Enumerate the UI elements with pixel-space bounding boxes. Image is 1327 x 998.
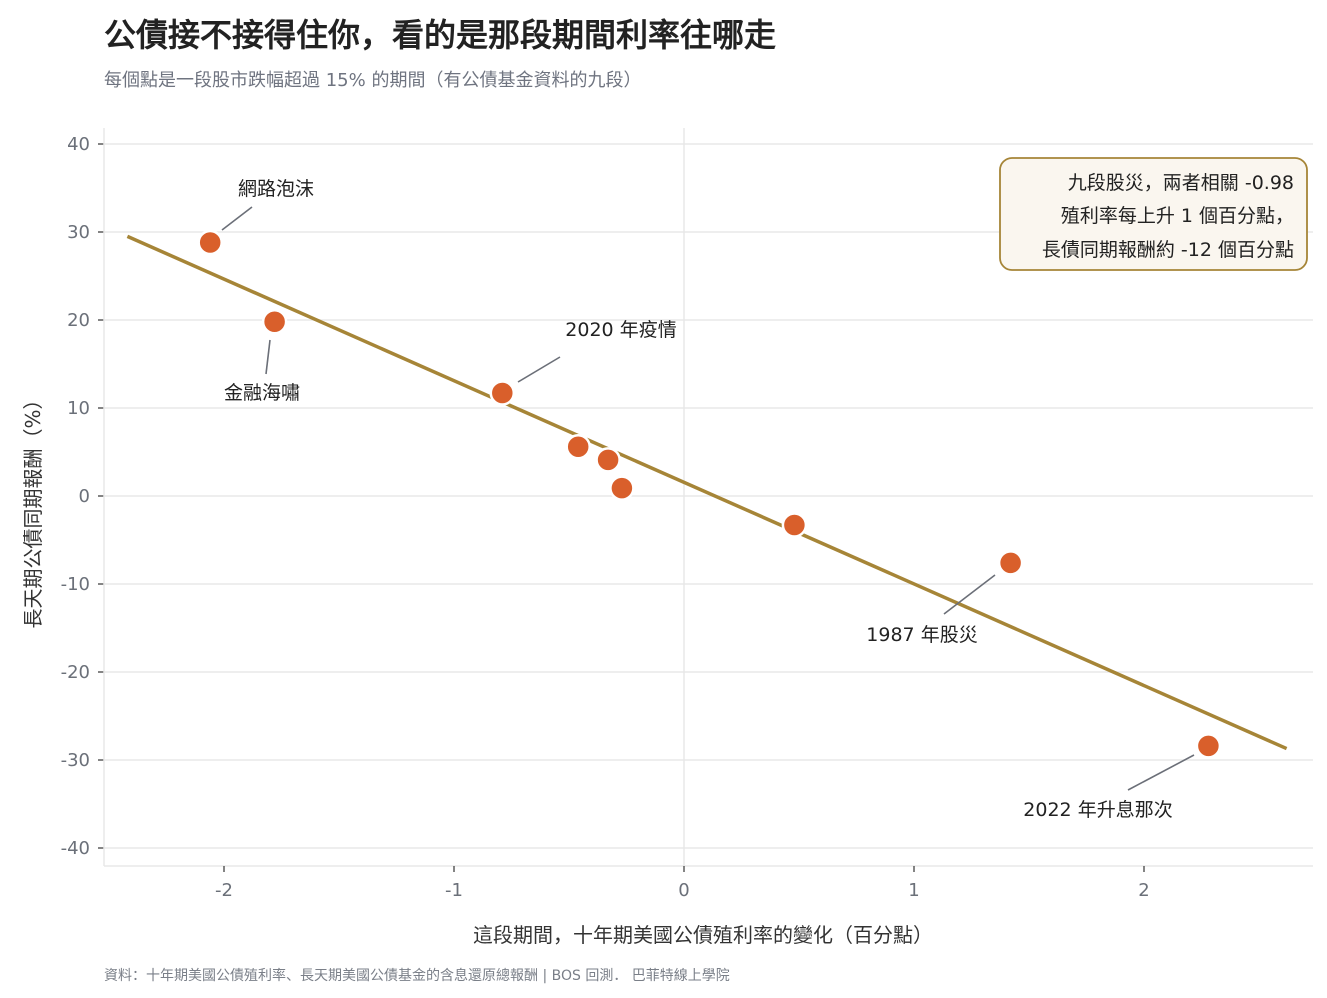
annotation-line: 長債同期報酬約 -12 個百分點: [1042, 239, 1294, 261]
point-label: 2022 年升息那次: [1023, 799, 1172, 821]
annotation-line: 九段股災，兩者相關 -0.98: [1068, 172, 1294, 194]
point-label: 網路泡沫: [238, 178, 314, 200]
source-note: 資料：十年期美國公債殖利率、長天期美國公債基金的含息還原總報酬 | BOS 回測…: [104, 968, 730, 984]
point-label: 金融海嘯: [224, 382, 300, 404]
y-tick-label: -10: [61, 574, 90, 595]
y-tick-label: 20: [67, 310, 90, 331]
y-tick-label: 10: [67, 398, 90, 419]
data-point: [781, 512, 808, 538]
x-tick-label: -2: [215, 880, 233, 901]
leader-line: [517, 356, 561, 383]
trendline-layer: [126, 234, 1288, 751]
y-axis-title: 長天期公債同期報酬（%）: [21, 389, 45, 628]
data-point: [489, 380, 516, 406]
leader-line: [265, 339, 271, 375]
chart-subtitle: 每個點是一段股市跌幅超過 15% 的期間（有公債基金資料的九段）: [104, 70, 642, 91]
annotation-box-frame: [999, 157, 1308, 271]
data-point: [609, 475, 635, 501]
y-tick-label: 0: [79, 486, 90, 507]
leader-line: [943, 574, 996, 615]
leader-line: [221, 206, 253, 231]
grid-layer: [104, 128, 1313, 866]
data-point: [261, 309, 288, 335]
leader-line: [1127, 754, 1195, 791]
y-tick-label: -40: [61, 838, 90, 859]
leader-lines: [221, 206, 1195, 791]
point-label: 2020 年疫情: [565, 319, 676, 341]
x-axis-title: 這段期間，十年期美國公債殖利率的變化（百分點）: [473, 923, 933, 947]
y-tick-label: 30: [67, 222, 90, 243]
trendline: [126, 234, 1288, 751]
point-label: 1987 年股災: [866, 624, 977, 646]
chart-title: 公債接不接得住你，看的是那段期間利率往哪走: [104, 16, 777, 54]
points-layer: [197, 229, 1222, 759]
y-tick-label: -30: [61, 750, 90, 771]
x-tick-label: 1: [908, 880, 919, 901]
x-tick-label: 0: [678, 880, 689, 901]
data-point: [595, 447, 621, 473]
data-point: [197, 229, 223, 256]
data-point: [997, 550, 1024, 576]
x-tick-label: -1: [445, 880, 463, 901]
annotation-box: 九段股災，兩者相關 -0.98 殖利率每上升 1 個百分點， 長債同期報酬約 -12…: [999, 157, 1308, 271]
y-tick-label: -20: [61, 662, 90, 683]
data-point: [1195, 733, 1222, 759]
annotation-line: 殖利率每上升 1 個百分點，: [1061, 205, 1294, 227]
data-point: [565, 433, 591, 460]
x-tick-label: 2: [1138, 880, 1149, 901]
y-tick-label: 40: [67, 134, 90, 155]
